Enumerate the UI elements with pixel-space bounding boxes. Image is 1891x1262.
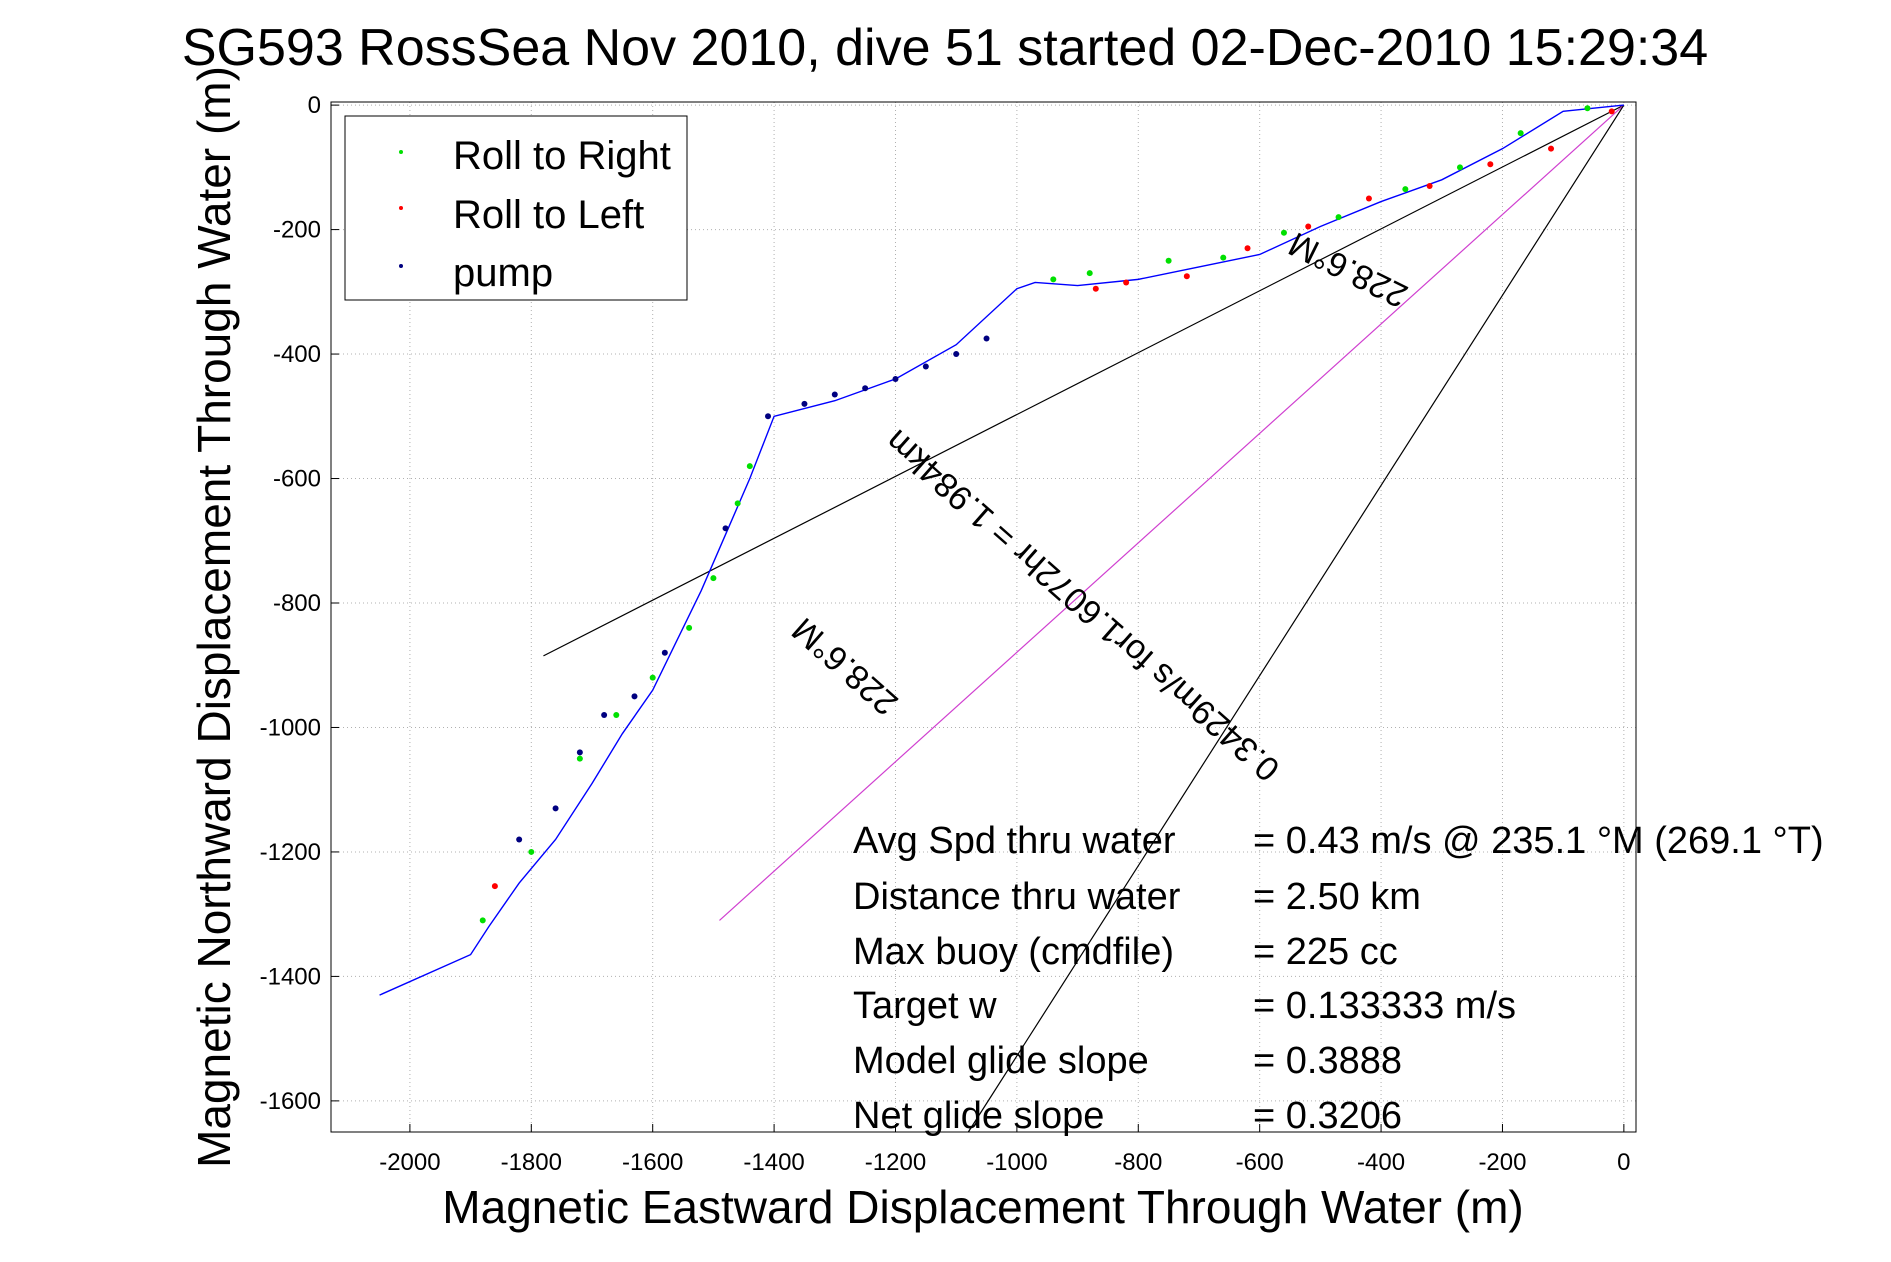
legend-marker-pump bbox=[399, 264, 403, 268]
pump-point bbox=[631, 693, 638, 700]
stat-label: Avg Spd thru water bbox=[853, 820, 1176, 862]
roll-to-right-point bbox=[1086, 270, 1093, 277]
roll-to-right-point bbox=[710, 575, 717, 582]
reference-line bbox=[719, 104, 1625, 921]
y-tick-label: -1000 bbox=[260, 714, 321, 741]
pump-point bbox=[801, 400, 808, 407]
reference-line bbox=[543, 104, 1625, 657]
x-tick-label: -1400 bbox=[743, 1149, 804, 1176]
pump-point bbox=[922, 363, 929, 370]
y-tick-label: -1600 bbox=[260, 1088, 321, 1115]
reference-lines bbox=[543, 104, 1625, 1133]
y-tick-label: -1400 bbox=[260, 963, 321, 990]
roll-to-right-point bbox=[528, 848, 535, 855]
x-tick-label: -1600 bbox=[622, 1149, 683, 1176]
roll-to-right-point bbox=[649, 674, 656, 681]
x-tick-label: -1800 bbox=[501, 1149, 562, 1176]
chart-title: SG593 RossSea Nov 2010, dive 51 started … bbox=[182, 19, 1708, 77]
roll-to-left-point bbox=[1548, 145, 1555, 152]
x-tick-label: -1000 bbox=[986, 1149, 1047, 1176]
roll-to-left-point bbox=[1183, 273, 1190, 280]
legend-label-roll-right: Roll to Right bbox=[453, 134, 671, 178]
roll-to-left-point bbox=[1123, 279, 1130, 286]
legend-marker-roll-left bbox=[399, 206, 403, 210]
roll-to-right-point bbox=[1220, 254, 1227, 261]
stat-label: Target w bbox=[853, 985, 997, 1027]
legend-label-pump: pump bbox=[453, 251, 553, 295]
stat-value: = 2.50 km bbox=[1253, 876, 1421, 918]
roll-to-left-point bbox=[1426, 183, 1433, 190]
reference-line bbox=[967, 104, 1625, 1133]
pump-point bbox=[831, 391, 838, 398]
pump-point bbox=[953, 351, 960, 358]
roll-to-left-point bbox=[1244, 245, 1251, 252]
x-tick-label: -2000 bbox=[379, 1149, 440, 1176]
y-tick-label: 0 bbox=[308, 92, 321, 119]
roll-to-right-point bbox=[1050, 276, 1057, 283]
pump-point bbox=[862, 385, 869, 392]
marker-layer bbox=[479, 105, 1615, 924]
y-tick-label: -600 bbox=[273, 466, 321, 493]
pump-point bbox=[722, 525, 729, 532]
roll-to-right-point bbox=[1165, 257, 1172, 264]
x-tick-label: -400 bbox=[1357, 1149, 1405, 1176]
roll-to-left-point bbox=[491, 883, 498, 890]
roll-to-right-point bbox=[576, 755, 583, 762]
roll-to-right-point bbox=[1280, 229, 1287, 236]
x-tick-label: -200 bbox=[1478, 1149, 1526, 1176]
legend-marker-roll-right bbox=[399, 150, 403, 154]
grid bbox=[331, 102, 1636, 1132]
pump-point bbox=[516, 836, 523, 843]
pump-point bbox=[983, 335, 990, 342]
roll-to-left-point bbox=[1092, 285, 1099, 292]
pump-point bbox=[892, 375, 899, 382]
stats-block: Avg Spd thru water = 0.43 m/s @ 235.1 °M… bbox=[853, 820, 1824, 1137]
x-tick-label: -1200 bbox=[865, 1149, 926, 1176]
roll-to-right-point bbox=[734, 500, 741, 507]
x-tick-label: -800 bbox=[1114, 1149, 1162, 1176]
pump-point bbox=[576, 749, 583, 756]
y-tick-label: -1200 bbox=[260, 839, 321, 866]
stat-value: = 0.3206 bbox=[1253, 1095, 1402, 1137]
stat-label: Net glide slope bbox=[853, 1095, 1104, 1137]
y-axis-label: Magnetic Northward Displacement Through … bbox=[188, 66, 240, 1168]
pump-point bbox=[552, 805, 559, 812]
y-tick-label: -400 bbox=[273, 341, 321, 368]
stat-value: = 0.43 m/s @ 235.1 °M (269.1 °T) bbox=[1253, 820, 1824, 862]
roll-to-right-point bbox=[1335, 214, 1342, 221]
legend: Roll to Right Roll to Left pump bbox=[344, 115, 688, 301]
stat-value: = 0.3888 bbox=[1253, 1040, 1402, 1082]
roll-to-left-point bbox=[1608, 108, 1615, 115]
tick-labels: -2000 -1800 -1600 -1400 -1200 -1000 -800 -600 -4… bbox=[260, 92, 1631, 1176]
roll-to-right-point bbox=[613, 712, 620, 719]
legend-label-roll-left: Roll to Left bbox=[453, 193, 644, 237]
stat-label: Max buoy (cmdfile) bbox=[853, 931, 1174, 973]
x-tick-label: -600 bbox=[1236, 1149, 1284, 1176]
y-tick-label: -200 bbox=[273, 217, 321, 244]
roll-to-left-point bbox=[1365, 195, 1372, 202]
plot-frame bbox=[330, 101, 1637, 1133]
roll-to-right-point bbox=[1517, 130, 1524, 137]
roll-to-left-point bbox=[1487, 161, 1494, 168]
x-tick-label: 0 bbox=[1617, 1149, 1630, 1176]
pump-point bbox=[661, 649, 668, 656]
stat-label: Distance thru water bbox=[853, 876, 1181, 918]
roll-to-right-point bbox=[1584, 105, 1591, 112]
roll-to-right-point bbox=[1402, 186, 1409, 193]
stat-label: Model glide slope bbox=[853, 1040, 1149, 1082]
stat-value: = 225 cc bbox=[1253, 931, 1398, 973]
roll-to-right-point bbox=[746, 463, 753, 470]
pump-point bbox=[601, 712, 608, 719]
roll-to-right-point bbox=[1456, 164, 1463, 171]
roll-to-right-point bbox=[686, 624, 693, 631]
roll-to-left-point bbox=[1305, 223, 1312, 230]
y-tick-label: -800 bbox=[273, 590, 321, 617]
x-axis-label: Magnetic Eastward Displacement Through W… bbox=[442, 1181, 1523, 1233]
roll-to-right-point bbox=[479, 917, 486, 924]
stat-value: = 0.133333 m/s bbox=[1253, 985, 1516, 1027]
pump-point bbox=[765, 413, 772, 420]
